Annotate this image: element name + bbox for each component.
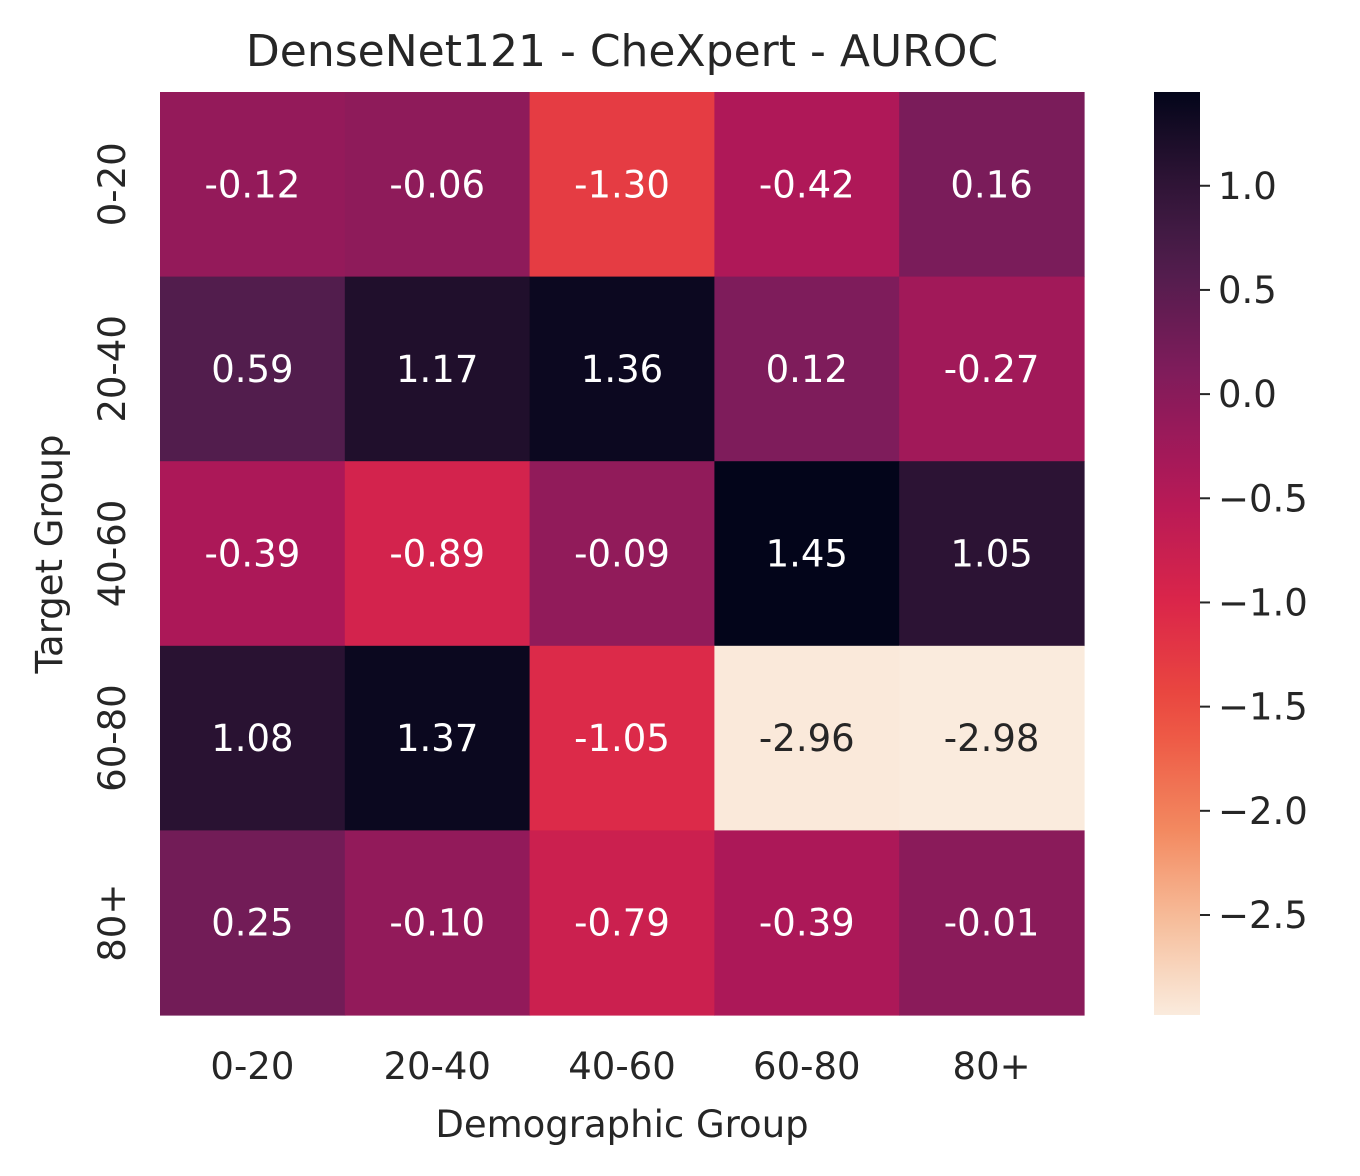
cell-value-label-1-4: -0.27 xyxy=(944,348,1040,391)
heatmap-cell-3-2 xyxy=(529,645,715,831)
heatmap-cell-3-0 xyxy=(160,645,346,831)
cell-value-label-2-0: -0.39 xyxy=(205,533,301,576)
cell-value-label-2-4: 1.05 xyxy=(950,533,1032,576)
y-axis-label: Target Group xyxy=(28,435,71,675)
cell-value-label-3-0: 1.08 xyxy=(211,717,293,760)
heatmap-cell-1-1 xyxy=(344,276,531,462)
heatmap-cell-0-3 xyxy=(714,92,900,278)
x-tick-label: 40-60 xyxy=(568,1045,676,1088)
colorbar-tick-label: −2.5 xyxy=(1218,894,1308,937)
cell-value-label-4-1: -0.10 xyxy=(389,902,485,945)
cell-value-label-4-0: 0.25 xyxy=(211,902,293,945)
heatmap-cell-0-2 xyxy=(529,92,715,278)
heatmap-cell-2-0 xyxy=(160,461,346,647)
cell-value-label-2-2: -0.09 xyxy=(574,533,670,576)
cell-value-label-0-2: -1.30 xyxy=(574,163,670,206)
colorbar-ticks: 1.0 0.5 0.0 −0.5 −1.0 −1.5 −2.0 −2.5 xyxy=(1200,165,1308,937)
y-tick-label: 20-40 xyxy=(91,315,134,423)
heatmap-cell-labels: -0.12 -0.06 -1.30 -0.42 0.16 0.59 1.17 1.36 0.12… xyxy=(205,163,1040,944)
chart-title: DenseNet121 - CheXpert - AUROC xyxy=(246,26,998,77)
y-tick-label: 60-80 xyxy=(91,684,134,792)
y-tick-label: 0-20 xyxy=(91,142,134,226)
heatmap-cell-1-3 xyxy=(714,276,900,462)
heatmap-cell-0-1 xyxy=(344,92,531,278)
colorbar-tick-label: −0.5 xyxy=(1218,477,1308,520)
heatmap-cell-1-4 xyxy=(899,276,1085,462)
x-tick-labels: 0-20 20-40 40-60 60-80 80+ xyxy=(210,1045,1030,1088)
heatmap-cell-0-4 xyxy=(899,92,1085,278)
y-tick-label: 80+ xyxy=(91,884,134,962)
cell-value-label-1-3: 0.12 xyxy=(766,348,848,391)
heatmap-cell-2-4 xyxy=(899,461,1085,647)
heatmap-cell-2-1 xyxy=(344,461,531,647)
cell-value-label-4-2: -0.79 xyxy=(574,902,670,945)
heatmap-cell-1-2 xyxy=(529,276,715,462)
cell-value-label-2-1: -0.89 xyxy=(389,533,485,576)
heatmap-cell-1-0 xyxy=(160,276,346,462)
heatmap-cell-2-3 xyxy=(714,461,900,647)
colorbar-tick-label: 0.5 xyxy=(1218,269,1277,312)
heatmap-cell-0-0 xyxy=(160,92,346,278)
cell-value-label-4-3: -0.39 xyxy=(759,902,855,945)
cell-value-label-2-3: 1.45 xyxy=(766,533,848,576)
cell-value-label-1-1: 1.17 xyxy=(396,348,478,391)
cell-value-label-3-2: -1.05 xyxy=(574,717,670,760)
colorbar xyxy=(1154,92,1200,1015)
cell-value-label-4-4: -0.01 xyxy=(944,902,1040,945)
y-tick-labels: 0-20 20-40 40-60 60-80 80+ xyxy=(91,142,134,961)
colorbar-tick-label: −1.0 xyxy=(1218,581,1308,624)
colorbar-tick-label: −1.5 xyxy=(1218,686,1308,729)
heatmap-cell-4-4 xyxy=(899,830,1085,1016)
cell-value-label-3-3: -2.96 xyxy=(759,717,855,760)
heatmap-cell-4-3 xyxy=(714,830,900,1016)
x-axis-label: Demographic Group xyxy=(435,1103,808,1146)
x-tick-label: 0-20 xyxy=(210,1045,294,1088)
heatmap-cell-3-3 xyxy=(714,645,900,831)
cell-value-label-0-4: 0.16 xyxy=(950,163,1032,206)
colorbar-tick-label: 0.0 xyxy=(1218,373,1277,416)
heatmap-cell-4-1 xyxy=(344,830,531,1016)
heatmap-cell-3-4 xyxy=(899,645,1085,831)
cell-value-label-0-0: -0.12 xyxy=(205,163,301,206)
colorbar-tick-label: 1.0 xyxy=(1218,165,1277,208)
heatmap-cell-2-2 xyxy=(529,461,715,647)
colorbar-tick-label: −2.0 xyxy=(1218,790,1308,833)
heatmap-cell-3-1 xyxy=(344,645,531,831)
x-tick-label: 60-80 xyxy=(753,1045,861,1088)
y-tick-label: 40-60 xyxy=(91,500,134,608)
heatmap-cells xyxy=(160,92,1085,1016)
cell-value-label-0-1: -0.06 xyxy=(389,163,485,206)
cell-value-label-3-1: 1.37 xyxy=(396,717,478,760)
heatmap-cell-4-0 xyxy=(160,830,346,1016)
cell-value-label-1-0: 0.59 xyxy=(211,348,293,391)
heatmap-cell-4-2 xyxy=(529,830,715,1016)
cell-value-label-3-4: -2.98 xyxy=(944,717,1040,760)
x-tick-label: 20-40 xyxy=(383,1045,491,1088)
x-tick-label: 80+ xyxy=(953,1045,1031,1088)
cell-value-label-0-3: -0.42 xyxy=(759,163,855,206)
cell-value-label-1-2: 1.36 xyxy=(581,348,663,391)
